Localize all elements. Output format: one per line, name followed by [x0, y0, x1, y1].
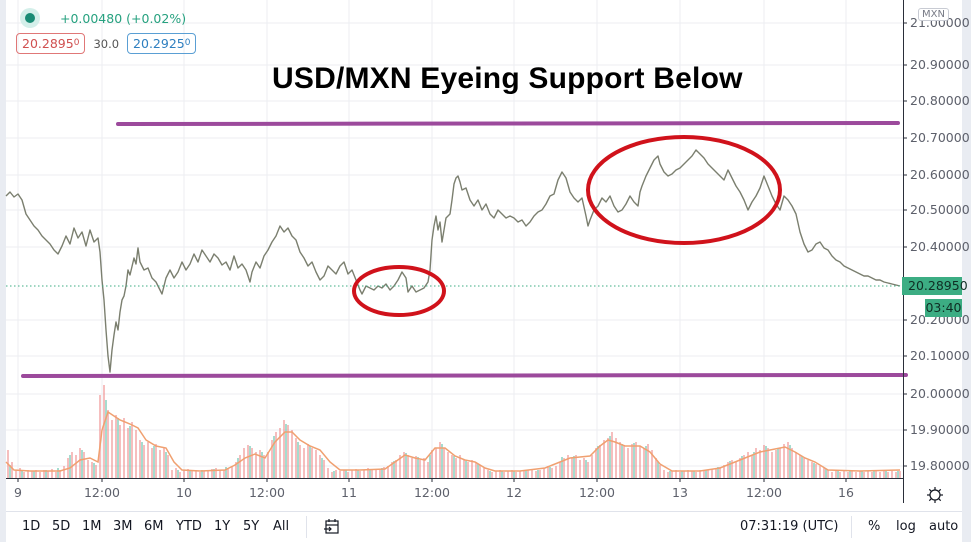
symbol-legend: +0.00480 (+0.02%) 20.28950 30.0 20.29250	[16, 8, 197, 54]
volume-bars	[7, 385, 901, 478]
price-series	[5, 149, 901, 373]
price-label: 20.90000	[910, 57, 970, 72]
sell-button[interactable]: 20.28950	[16, 33, 86, 54]
time-label: 10	[176, 485, 192, 500]
time-axis-ticks	[17, 478, 847, 482]
price-label: 20.40000	[910, 239, 970, 254]
time-label: 13	[672, 485, 688, 500]
time-label: 12:00	[83, 485, 121, 500]
time-label: 12:00	[248, 485, 286, 500]
price-label: 20.10000	[910, 348, 970, 363]
market-status-icon[interactable]	[20, 8, 40, 28]
current-price-badge: 20.28950	[902, 277, 968, 295]
bar-countdown-badge: 03:40	[925, 299, 962, 317]
range-ytd-button[interactable]: YTD	[176, 519, 202, 534]
range-1m-button[interactable]: 1M	[82, 519, 102, 534]
utc-clock[interactable]: 07:31:19 (UTC)	[740, 519, 839, 534]
time-label: 12:00	[745, 485, 783, 500]
buy-button[interactable]: 20.29250	[127, 33, 197, 54]
time-label: 12	[506, 485, 522, 500]
separator	[306, 516, 307, 538]
range-all-button[interactable]: All	[273, 519, 290, 534]
resistance-line[interactable]	[116, 121, 900, 126]
time-label: 9	[14, 485, 22, 500]
range-1d-button[interactable]: 1D	[22, 519, 41, 534]
price-label: 20.60000	[910, 167, 970, 182]
range-5y-button[interactable]: 5Y	[243, 519, 260, 534]
time-label: 12:00	[413, 485, 451, 500]
chart-title: USD/MXN Eyeing Support Below	[272, 62, 743, 95]
auto-scale-toggle[interactable]: auto	[929, 519, 959, 534]
log-toggle[interactable]: log	[896, 519, 916, 534]
right-border	[962, 0, 971, 542]
separator	[851, 516, 852, 538]
price-label: 19.80000	[910, 458, 970, 473]
volume-ma-line	[5, 410, 901, 472]
consolidation-circle[interactable]	[352, 265, 446, 317]
left-border	[0, 0, 6, 542]
range-6m-button[interactable]: 6M	[144, 519, 164, 534]
support-line[interactable]	[21, 373, 908, 378]
time-label: 11	[341, 485, 357, 500]
time-label: 12:00	[578, 485, 616, 500]
price-label: 20.70000	[910, 130, 970, 145]
price-axis-ticks	[903, 22, 907, 467]
range-5d-button[interactable]: 5D	[52, 519, 71, 534]
top-circle[interactable]	[586, 135, 782, 245]
percent-toggle[interactable]: %	[868, 519, 881, 534]
range-1y-button[interactable]: 1Y	[214, 519, 231, 534]
price-label: 20.00000	[910, 386, 970, 401]
price-label: 20.80000	[910, 93, 970, 108]
range-3m-button[interactable]: 3M	[113, 519, 133, 534]
goto-date-icon[interactable]	[323, 518, 341, 536]
time-label: 16	[838, 485, 854, 500]
settings-gear-icon[interactable]	[926, 486, 944, 504]
bottom-toolbar	[6, 511, 962, 543]
currency-tag[interactable]: MXN	[918, 8, 949, 21]
price-label: 20.50000	[910, 202, 970, 217]
spread-value: 30.0	[93, 36, 120, 51]
price-change: +0.00480 (+0.02%)	[60, 10, 187, 26]
price-label: 19.90000	[910, 422, 970, 437]
